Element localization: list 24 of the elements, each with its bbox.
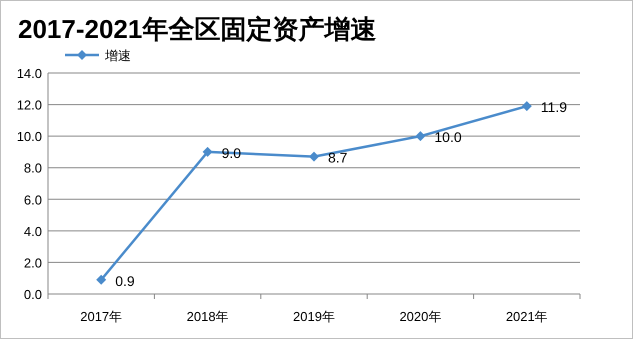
legend-label: 增速 xyxy=(104,48,131,63)
point xyxy=(522,101,532,112)
chart-title: 2017-2021年全区固定资产增速 xyxy=(18,14,376,44)
y-tick-label: 8.0 xyxy=(24,160,42,176)
x-tick-label: 2017年 xyxy=(80,309,122,324)
data-label: 0.9 xyxy=(115,272,135,289)
x-tick-label: 2018年 xyxy=(186,309,229,324)
x-tick-label: 2019年 xyxy=(293,309,335,324)
y-tick-label: 14.0 xyxy=(16,66,42,81)
point xyxy=(96,274,106,285)
y-tick-label: 10.0 xyxy=(16,129,42,144)
data-label: 8.7 xyxy=(328,150,348,166)
y-tick-label: 0.0 xyxy=(24,287,42,302)
data-label: 11.9 xyxy=(540,99,568,116)
y-tick-label: 4.0 xyxy=(24,224,42,239)
y-tick-label: 6.0 xyxy=(24,192,42,208)
data-label: 10.0 xyxy=(434,129,462,146)
y-tick-label: 12.0 xyxy=(16,98,42,113)
point xyxy=(415,131,426,142)
x-tick-label: 2020年 xyxy=(399,309,442,324)
point xyxy=(309,152,319,162)
y-tick-label: 2.0 xyxy=(24,255,42,270)
x-tick-label: 2021年 xyxy=(506,309,548,324)
point xyxy=(202,146,213,157)
